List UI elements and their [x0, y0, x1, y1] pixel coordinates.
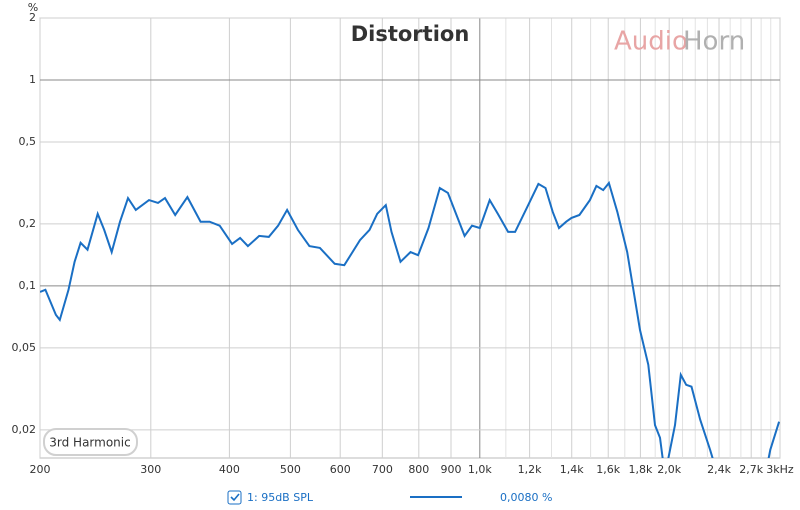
x-tick-label: 2,0k [657, 463, 681, 476]
x-tick-label: 600 [330, 463, 351, 476]
brand-horn: Horn [683, 27, 745, 57]
legend-name: 1: 95dB SPL [247, 491, 314, 504]
x-tick-label: 1,8k [628, 463, 652, 476]
x-tick-label: 300 [140, 463, 161, 476]
y-tick-label: 0,5 [19, 135, 37, 148]
x-tick-label: 1,0k [468, 463, 492, 476]
y-tick-label: 2 [29, 11, 36, 24]
x-tick-label: 500 [280, 463, 301, 476]
legend-box-label: 3rd Harmonic [49, 436, 130, 450]
checkmark [230, 493, 240, 502]
x-tick-label: 2,4k [707, 463, 731, 476]
x-tick-label: 700 [372, 463, 393, 476]
series-line [40, 180, 780, 458]
y-tick-label: 0,02 [12, 423, 37, 436]
x-tick-label: 2,7k [739, 463, 763, 476]
x-tick-label: 1,4k [560, 463, 584, 476]
x-tick-label: 200 [30, 463, 51, 476]
plot-area [39, 17, 781, 459]
legend-checkbox[interactable] [227, 490, 242, 505]
y-axis-label: % [28, 1, 38, 14]
legend-value: 0,0080 % [500, 491, 552, 504]
x-tick-label: 1,2k [518, 463, 542, 476]
legend-box [43, 428, 138, 456]
y-tick-label: 1 [29, 73, 36, 86]
grid [39, 17, 781, 458]
x-tick-label: 1,6k [596, 463, 620, 476]
y-tick-label: 0,05 [12, 341, 37, 354]
y-tick-label: 0,1 [19, 279, 37, 292]
x-tick-label: 800 [408, 463, 429, 476]
brand-audio: Audio [614, 27, 688, 57]
x-tick-label: 900 [441, 463, 462, 476]
chart-title: Distortion [351, 22, 470, 46]
x-tick-label: 3kHz [766, 463, 794, 476]
x-tick-label: 400 [219, 463, 240, 476]
y-tick-label: 0,2 [19, 217, 37, 230]
